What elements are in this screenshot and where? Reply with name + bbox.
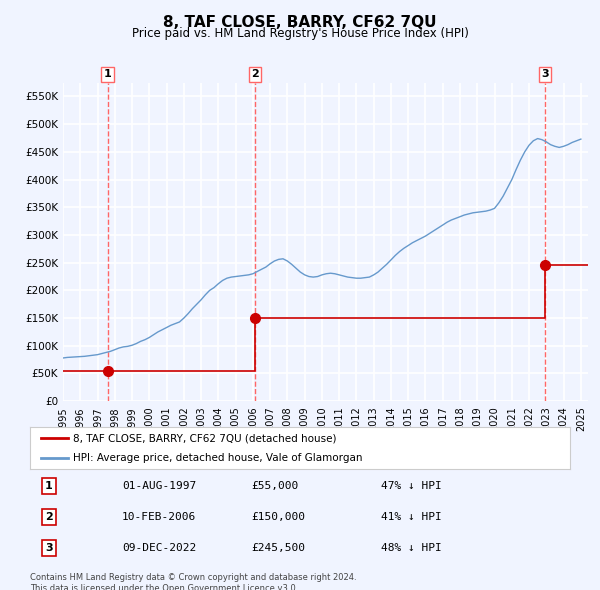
Text: 2: 2 (45, 512, 53, 522)
Text: Price paid vs. HM Land Registry's House Price Index (HPI): Price paid vs. HM Land Registry's House … (131, 27, 469, 40)
Text: 8, TAF CLOSE, BARRY, CF62 7QU: 8, TAF CLOSE, BARRY, CF62 7QU (163, 15, 437, 30)
Text: 41% ↓ HPI: 41% ↓ HPI (381, 512, 442, 522)
Text: 48% ↓ HPI: 48% ↓ HPI (381, 543, 442, 553)
Text: £245,500: £245,500 (251, 543, 305, 553)
Text: 10-FEB-2006: 10-FEB-2006 (122, 512, 196, 522)
Text: 01-AUG-1997: 01-AUG-1997 (122, 481, 196, 491)
Text: 3: 3 (541, 70, 549, 80)
Text: £150,000: £150,000 (251, 512, 305, 522)
Text: 3: 3 (45, 543, 53, 553)
Text: HPI: Average price, detached house, Vale of Glamorgan: HPI: Average price, detached house, Vale… (73, 454, 362, 463)
Text: 2: 2 (251, 70, 259, 80)
Text: Contains HM Land Registry data © Crown copyright and database right 2024.
This d: Contains HM Land Registry data © Crown c… (30, 573, 356, 590)
Text: £55,000: £55,000 (251, 481, 299, 491)
Text: 47% ↓ HPI: 47% ↓ HPI (381, 481, 442, 491)
Text: 09-DEC-2022: 09-DEC-2022 (122, 543, 196, 553)
Text: 8, TAF CLOSE, BARRY, CF62 7QU (detached house): 8, TAF CLOSE, BARRY, CF62 7QU (detached … (73, 434, 337, 444)
Text: 1: 1 (45, 481, 53, 491)
Text: 1: 1 (104, 70, 112, 80)
